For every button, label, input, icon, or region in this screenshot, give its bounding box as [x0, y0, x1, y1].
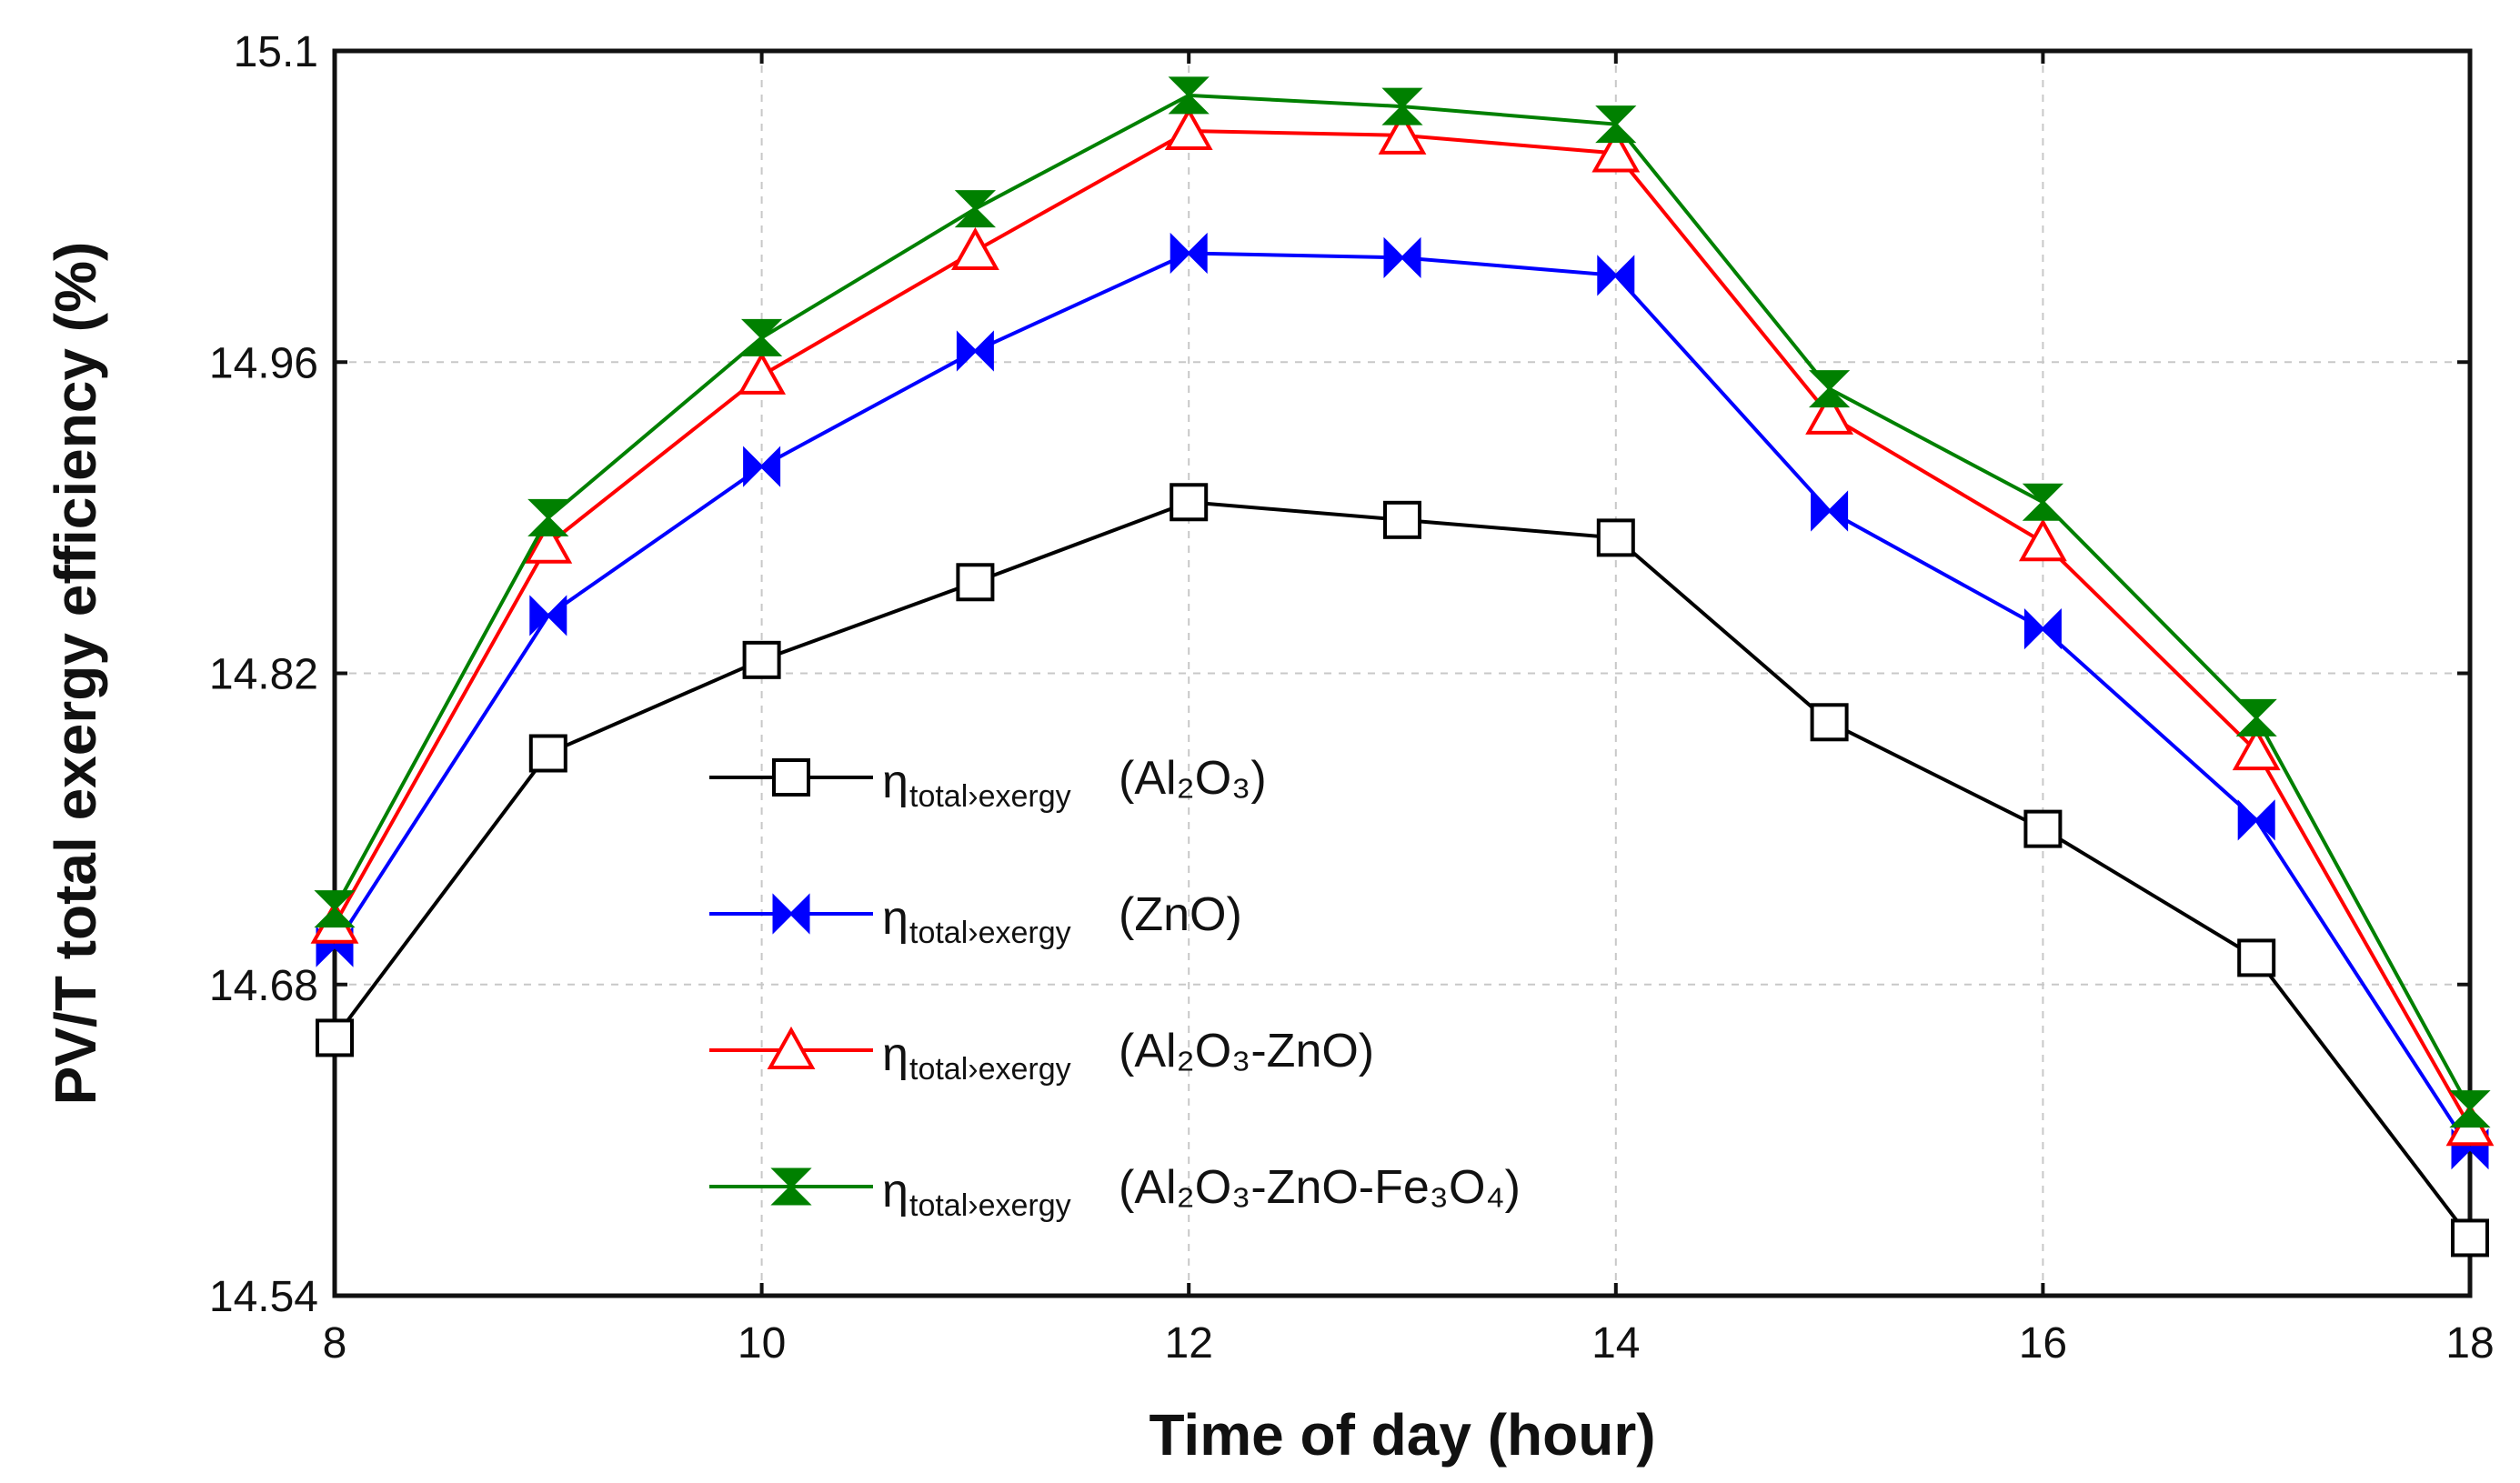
legend-symbol: η — [882, 1165, 909, 1217]
legend-label: (ZnO) — [1119, 888, 1242, 941]
data-point — [1383, 236, 1421, 278]
y-tick-label: 14.54 — [209, 1273, 318, 1321]
y-tick-label: 14.96 — [209, 339, 318, 387]
data-point — [316, 1018, 354, 1057]
data-point — [2235, 698, 2277, 736]
legend: η total›exergy (Al₂O₃)η total›exergy (ZnO)η t… — [709, 752, 1521, 1223]
series-1 — [316, 483, 2489, 1258]
data-point — [529, 595, 567, 636]
legend-marker — [770, 1167, 812, 1206]
data-point — [2023, 809, 2063, 848]
data-point — [2232, 726, 2281, 771]
legend-item: η total›exergy (ZnO) — [709, 888, 1242, 950]
x-tick-label: 18 — [2445, 1319, 2494, 1368]
series-line — [333, 128, 2472, 1128]
data-point — [314, 890, 356, 928]
x-tick-label: 10 — [738, 1319, 786, 1368]
data-point — [950, 226, 999, 271]
data-point — [738, 351, 787, 395]
x-tick-label: 16 — [2019, 1319, 2067, 1368]
data-point — [1591, 129, 1641, 173]
legend-label: (Al₂O₃-ZnO) — [1119, 1025, 1374, 1077]
data-point — [1168, 76, 1210, 115]
legend-subscript: total›exergy — [909, 779, 1071, 814]
data-point — [2237, 938, 2276, 977]
series-line — [333, 93, 2472, 1110]
data-point — [527, 498, 569, 536]
data-point — [2018, 518, 2067, 562]
series-2 — [316, 232, 2489, 1170]
y-tick-label: 14.68 — [209, 962, 318, 1010]
legend-symbol: η — [882, 892, 909, 945]
y-tick-label: 14.82 — [209, 651, 318, 699]
data-point — [1164, 106, 1213, 151]
data-point — [1805, 391, 1854, 435]
x-axis-title: Time of day (hour) — [1149, 1402, 1655, 1468]
legend-marker — [772, 758, 810, 797]
x-tick-label: 14 — [1591, 1319, 1640, 1368]
data-point — [2023, 607, 2062, 650]
legend-item: η total›exergy (Al₂O₃-ZnO) — [709, 1025, 1374, 1087]
grid-layer — [335, 51, 2470, 1296]
series-4 — [314, 76, 2491, 1128]
legend-subscript: total›exergy — [909, 1188, 1071, 1223]
data-point — [1596, 518, 1635, 557]
data-point — [956, 330, 994, 372]
data-point — [954, 190, 997, 228]
legend-subscript: total›exergy — [909, 1052, 1071, 1087]
series-line — [333, 251, 2472, 1150]
legend-symbol: η — [882, 756, 909, 808]
data-point — [1381, 87, 1423, 125]
series-layer — [310, 76, 2495, 1258]
data-point — [742, 640, 781, 679]
legend-item: η total›exergy (Al₂O₃-ZnO-Fe₃O₄) — [709, 1161, 1521, 1223]
data-point — [2022, 483, 2064, 521]
data-point — [1595, 105, 1637, 144]
data-point — [2449, 1090, 2491, 1128]
data-point — [743, 446, 781, 487]
y-axis-title: PV/T total exergy efficiency (%) — [43, 242, 108, 1106]
x-tick-label: 8 — [323, 1319, 347, 1368]
data-point — [740, 318, 783, 356]
legend-label: (Al₂O₃-ZnO-Fe₃O₄) — [1119, 1161, 1521, 1214]
data-point — [2237, 799, 2275, 841]
legend-item: η total›exergy (Al₂O₃) — [709, 752, 1267, 814]
data-point — [956, 563, 995, 602]
legend-symbol: η — [882, 1028, 909, 1081]
data-point — [1378, 111, 1427, 155]
data-point — [1170, 232, 1208, 275]
data-point — [1808, 370, 1851, 408]
data-point — [528, 734, 567, 773]
data-point — [1811, 490, 1849, 532]
data-point — [524, 520, 573, 564]
legend-label: (Al₂O₃) — [1119, 752, 1267, 805]
data-point — [1170, 483, 1209, 522]
legend-subscript: total›exergy — [909, 916, 1071, 950]
series-3 — [310, 106, 2495, 1147]
x-tick-label: 12 — [1165, 1319, 1213, 1368]
data-point — [1810, 703, 1849, 742]
y-tick-label: 15.1 — [234, 28, 318, 76]
data-point — [1383, 500, 1421, 539]
data-point — [1597, 255, 1635, 296]
legend-marker — [767, 1026, 816, 1069]
tick-layer: 14.54 14.68 14.82 14.96 15.1 8 10 12 14 16 18 — [209, 28, 2495, 1368]
legend-marker — [772, 893, 810, 935]
data-point — [2451, 1218, 2489, 1258]
